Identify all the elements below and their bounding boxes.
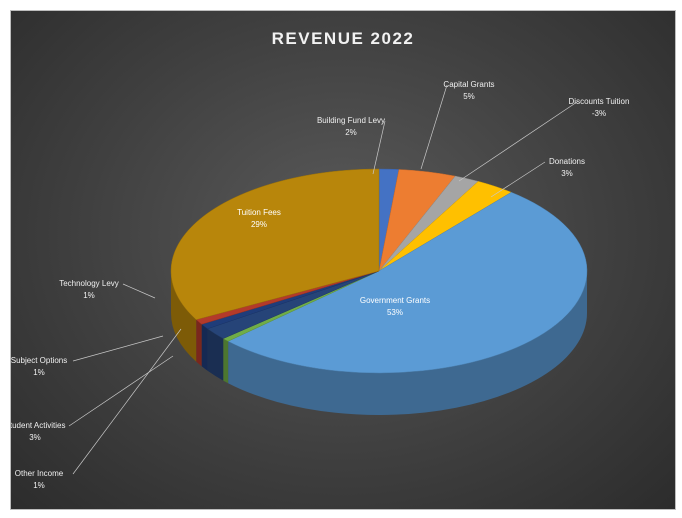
slice-value-donations: 3% xyxy=(561,169,573,178)
leader-line-other-income xyxy=(72,328,182,475)
slice-label-subject-options: Subject Options xyxy=(11,356,67,365)
pie-side-technology-levy xyxy=(196,319,202,367)
leader-line-student-activities xyxy=(68,355,174,427)
slice-value-discounts-tuition: -3% xyxy=(592,109,606,118)
pie-chart: Building Fund Levy 2% Capital Grants 5% Disc… xyxy=(11,80,629,490)
slice-value-building-fund-levy: 2% xyxy=(345,128,357,137)
pie-side-tuition-fees xyxy=(171,271,197,362)
slice-label-other-income: Other Income xyxy=(15,469,64,478)
pie-side-subject-options xyxy=(201,324,208,371)
slice-label-discounts-tuition: Discounts Tuition xyxy=(569,97,630,106)
leader-line-technology-levy xyxy=(122,283,156,299)
slice-label-capital-grants: Capital Grants xyxy=(443,80,494,89)
slice-label-government-grants: Government Grants xyxy=(360,296,430,305)
slice-value-subject-options: 1% xyxy=(33,368,45,377)
pie-labels-group: Building Fund Levy 2% Capital Grants 5% Disc… xyxy=(11,80,629,490)
pie-side-student-activities xyxy=(207,328,224,381)
leader-line-discounts-tuition xyxy=(458,101,578,182)
pie-top-group xyxy=(170,168,588,374)
slice-label-technology-levy: Technology Levy xyxy=(59,279,119,288)
slice-value-technology-levy: 1% xyxy=(83,291,95,300)
slice-value-student-activities: 3% xyxy=(29,433,41,442)
leader-line-subject-options xyxy=(72,335,164,362)
leader-line-building-fund-levy xyxy=(372,120,386,175)
pie-side-group xyxy=(171,271,587,415)
leader-line-donations xyxy=(490,161,546,198)
chart-area: REVENUE 2022 Building Fund Levy 2% Capital… xyxy=(10,10,676,510)
pie-slice-tuition-fees xyxy=(170,168,380,320)
slice-value-government-grants: 53% xyxy=(387,308,403,317)
slice-value-tuition-fees: 29% xyxy=(251,220,267,229)
slice-label-donations: Donations xyxy=(549,157,585,166)
slice-label-building-fund-levy: Building Fund Levy xyxy=(317,116,385,125)
pie-slice-government-grants xyxy=(227,192,588,374)
pie-side-government-grants xyxy=(228,271,587,415)
slice-value-capital-grants: 5% xyxy=(463,92,475,101)
pie-side-other-income xyxy=(223,338,229,384)
leader-line-capital-grants xyxy=(420,84,448,170)
chart-title: REVENUE 2022 xyxy=(271,29,415,48)
slice-value-other-income: 1% xyxy=(33,481,45,490)
slice-label-student-activities: Student Activities xyxy=(11,421,65,430)
slice-label-tuition-fees: Tuition Fees xyxy=(237,208,281,217)
